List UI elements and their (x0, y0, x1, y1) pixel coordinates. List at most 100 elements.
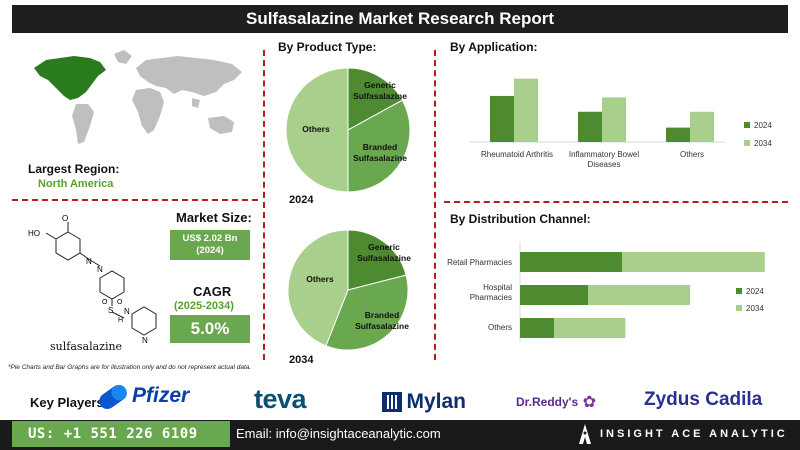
application-cat-ibd-2: Diseases (588, 160, 621, 169)
key-players-label: Key Players: (30, 395, 109, 410)
pie-2024-slice-branded (347, 99, 411, 193)
brand-name: INSIGHT ACE ANALYTIC (600, 428, 788, 440)
product-type-pie-2024: Generic Sulfasalazine Branded Sulfasalaz… (285, 67, 411, 193)
divider-right (434, 50, 436, 360)
application-cat-ra: Rheumatoid Arthritis (481, 150, 553, 159)
application-legend-2024: 2024 (754, 121, 772, 130)
cagr-label: CAGR (193, 284, 232, 299)
application-bar-ra-2034 (514, 78, 538, 142)
application-legend-2034: 2034 (754, 139, 772, 148)
phone-number[interactable]: US: +1 551 226 6109 (12, 421, 230, 447)
atom-n2: N (97, 265, 103, 274)
pie-2024-year: 2024 (289, 194, 314, 206)
product-type-pie-2034: Generic Sulfasalazine Branded Sulfasalaz… (287, 229, 411, 351)
distribution-bar-retail-2024 (520, 252, 622, 272)
distribution-bar-retail-2034 (622, 252, 765, 272)
atom-n3: N (124, 307, 130, 316)
application-bar-ibd-2034 (602, 97, 626, 142)
teva-logo: teva (254, 384, 307, 414)
distribution-cat-hospital-1: Hospital (483, 283, 512, 292)
pfizer-logo-text: Pfizer (132, 384, 190, 407)
drreddys-logo: Dr.Reddy's ✿ (516, 392, 596, 414)
footnote: *Pie Charts and Bar Graphs are for illus… (8, 364, 252, 371)
atom-h: H (118, 317, 123, 324)
drreddys-flower-icon: ✿ (582, 394, 597, 411)
atom-o1: O (102, 299, 108, 306)
south-america-shape (72, 104, 94, 144)
pie-2034-slice-branded (325, 274, 409, 351)
pie-2034-slice-others (287, 229, 349, 347)
application-bar-others-2024 (666, 127, 690, 142)
pie-2034-label-generic-1: Generic (368, 242, 400, 252)
world-map (34, 50, 242, 144)
atom-o2: O (117, 299, 123, 306)
distribution-bar-chart: Retail Pharmacies Hospital Pharmacies Ot… (447, 242, 765, 342)
report-title: Sulfasalazine Market Research Report (12, 5, 788, 33)
application-bar-chart: Rheumatoid Arthritis Inflammatory Bowel … (470, 78, 772, 169)
application-legend-2024-swatch (744, 122, 750, 128)
pie-2034-year: 2034 (289, 354, 314, 366)
email-address[interactable]: Email: info@insightaceanalytic.com (236, 426, 441, 441)
largest-region-value: North America (38, 178, 114, 190)
application-cat-ibd-1: Inflammatory Bowel (569, 150, 639, 159)
distribution-cat-others: Others (488, 323, 512, 332)
distribution-bar-others-2034 (554, 318, 626, 338)
pfizer-logo: Pfizer (96, 380, 206, 414)
pie-2034-slice-generic (347, 229, 407, 291)
distribution-cat-retail: Retail Pharmacies (447, 258, 512, 267)
distribution-legend-2034-swatch (736, 305, 742, 311)
greenland-shape (114, 50, 132, 64)
zydus-logo: Zydus Cadila (644, 389, 763, 410)
atom-ho: HO (28, 229, 40, 238)
distribution-bar-hospital-2024 (520, 285, 588, 305)
distribution-legend-2024-swatch (736, 288, 742, 294)
market-size-label: Market Size: (176, 210, 252, 225)
market-size-year: (2024) (196, 245, 224, 256)
largest-region-label: Largest Region: (28, 162, 120, 176)
market-size-box: US$ 2.02 Bn (2024) (170, 230, 250, 260)
divider-right-horizontal (444, 201, 788, 203)
eurasia-shape (136, 56, 242, 96)
distribution-bar-hospital-2034 (588, 285, 690, 305)
molecule-caption: sulfasalazine (50, 340, 123, 353)
pie-2034-label-generic-2: Sulfasalazine (357, 253, 411, 263)
pie-2034-label-branded-2: Sulfasalazine (355, 321, 409, 331)
divider-left-horizontal (12, 199, 258, 201)
mylan-bars-icon (382, 392, 402, 412)
pie-2024-slice-generic (347, 67, 404, 131)
market-size-value: US$ 2.02 Bn (182, 233, 238, 244)
cagr-value: 5.0% (170, 315, 250, 343)
cagr-period: (2025-2034) (174, 300, 234, 312)
southeast-asia-shape (192, 98, 200, 108)
distribution-bar-others-2024 (520, 318, 554, 338)
pie-2024-label-branded-1: Branded (363, 142, 397, 152)
distribution-title: By Distribution Channel: (450, 212, 591, 226)
pie-2024-label-branded-2: Sulfasalazine (353, 153, 407, 163)
atom-n4: N (142, 336, 148, 345)
distribution-legend-2024: 2024 (746, 287, 764, 296)
pie-2024-label-others: Others (302, 124, 330, 134)
atom-n1: N (86, 257, 92, 266)
pie-2024-label-generic-1: Generic (364, 80, 396, 90)
application-legend-2034-swatch (744, 140, 750, 146)
application-title: By Application: (450, 40, 538, 54)
distribution-cat-hospital-2: Pharmacies (470, 293, 512, 302)
pie-2034-label-branded-1: Branded (365, 310, 399, 320)
pfizer-pill-icon (99, 384, 127, 410)
application-bar-ra-2024 (490, 95, 514, 142)
atom-s: S (108, 306, 113, 315)
pie-2034-label-others: Others (306, 274, 334, 284)
pie-2024-label-generic-2: Sulfasalazine (353, 91, 407, 101)
application-cat-others: Others (680, 150, 704, 159)
application-bar-others-2034 (690, 111, 714, 142)
australia-shape (208, 116, 234, 134)
africa-shape (132, 88, 164, 134)
insight-ace-logo-icon (579, 424, 591, 444)
atom-o: O (62, 214, 68, 223)
product-type-title: By Product Type: (278, 40, 377, 54)
mylan-logo-text: Mylan (406, 390, 466, 413)
north-america-shape (34, 56, 106, 100)
sulfasalazine-structure: O HO N N O O S H N N (28, 214, 157, 345)
mylan-logo: Mylan (382, 390, 466, 414)
application-bar-ibd-2024 (578, 111, 602, 142)
